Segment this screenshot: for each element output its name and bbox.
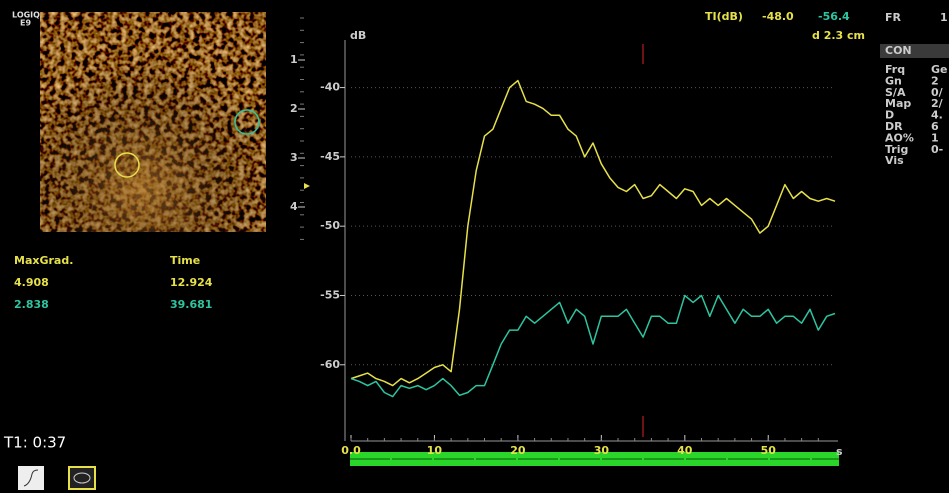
readout-distance: d 2.3 cm (812, 29, 865, 42)
readout-yellow: -48.0 (762, 10, 794, 23)
y-tick-label: -55 (320, 288, 340, 301)
table-cell: 39.681 (170, 298, 212, 311)
y-tick-label: -40 (320, 81, 340, 94)
table-cell: 2.838 (14, 298, 49, 311)
setting-label: Vis (885, 154, 904, 167)
depth-label: 3 (290, 151, 298, 164)
model: E9 (20, 19, 31, 28)
table-header: MaxGrad. (14, 254, 73, 267)
x-tick-label: 20 (510, 444, 526, 457)
x-tick-label: 30 (594, 444, 610, 457)
x-tick-label: 0.0 (341, 444, 361, 457)
setting-value: 0- (931, 143, 943, 156)
x-axis-label: s (836, 445, 843, 458)
fr-value: 1 (940, 11, 948, 24)
readout-cyan: -56.4 (818, 10, 850, 23)
table-cell: 4.908 (14, 276, 49, 289)
x-tick-label: 40 (677, 444, 693, 457)
readout-label: TI(dB) (705, 10, 743, 23)
screen: LOGIQ E9 MaxGrad. Time 4.908 12.924 2.83… (0, 0, 949, 493)
depth-label: 1 (290, 53, 298, 66)
depth-label: 4 (290, 200, 298, 213)
y-tick-label: -60 (320, 358, 340, 371)
table-header: Time (170, 254, 200, 267)
mode: CON (885, 44, 912, 57)
fr-label: FR (885, 11, 902, 24)
y-axis-label: dB (350, 29, 366, 42)
timer: T1: 0:37 (3, 434, 66, 452)
x-tick-label: 10 (427, 444, 443, 457)
x-tick-label: 50 (761, 444, 777, 457)
y-tick-label: -45 (320, 150, 340, 163)
depth-label: 2 (290, 102, 298, 115)
ultrasound-image (40, 12, 266, 232)
y-tick-label: -50 (320, 219, 340, 232)
table-cell: 12.924 (170, 276, 213, 289)
